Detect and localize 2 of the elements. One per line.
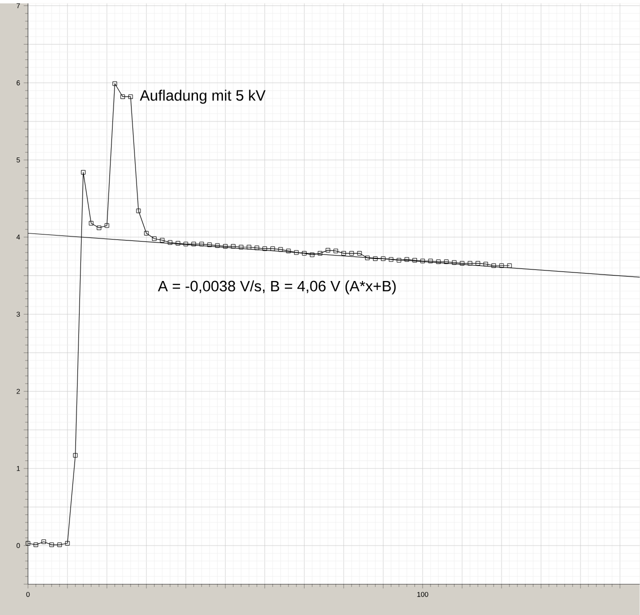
annotation: A = -0,0038 V/s, B = 4,06 V (A*x+B) bbox=[158, 280, 396, 294]
annotation: Aufladung mit 5 kV bbox=[140, 90, 266, 104]
